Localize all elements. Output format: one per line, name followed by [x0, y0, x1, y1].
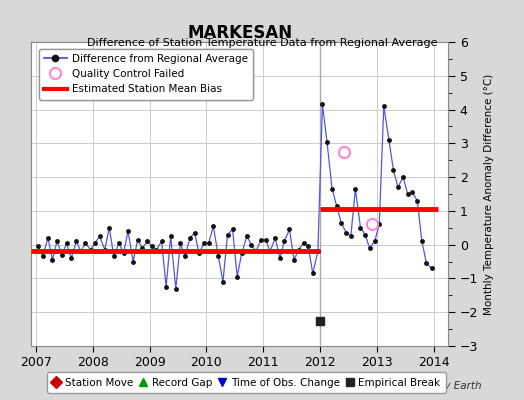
Text: Difference of Station Temperature Data from Regional Average: Difference of Station Temperature Data f… — [87, 38, 437, 48]
Text: Berkeley Earth: Berkeley Earth — [406, 381, 482, 391]
Legend: Difference from Regional Average, Quality Control Failed, Estimated Station Mean: Difference from Regional Average, Qualit… — [39, 49, 253, 100]
Y-axis label: Monthly Temperature Anomaly Difference (°C): Monthly Temperature Anomaly Difference (… — [484, 73, 494, 315]
Title: MARKESAN: MARKESAN — [187, 24, 292, 42]
Legend: Station Move, Record Gap, Time of Obs. Change, Empirical Break: Station Move, Record Gap, Time of Obs. C… — [47, 372, 446, 393]
